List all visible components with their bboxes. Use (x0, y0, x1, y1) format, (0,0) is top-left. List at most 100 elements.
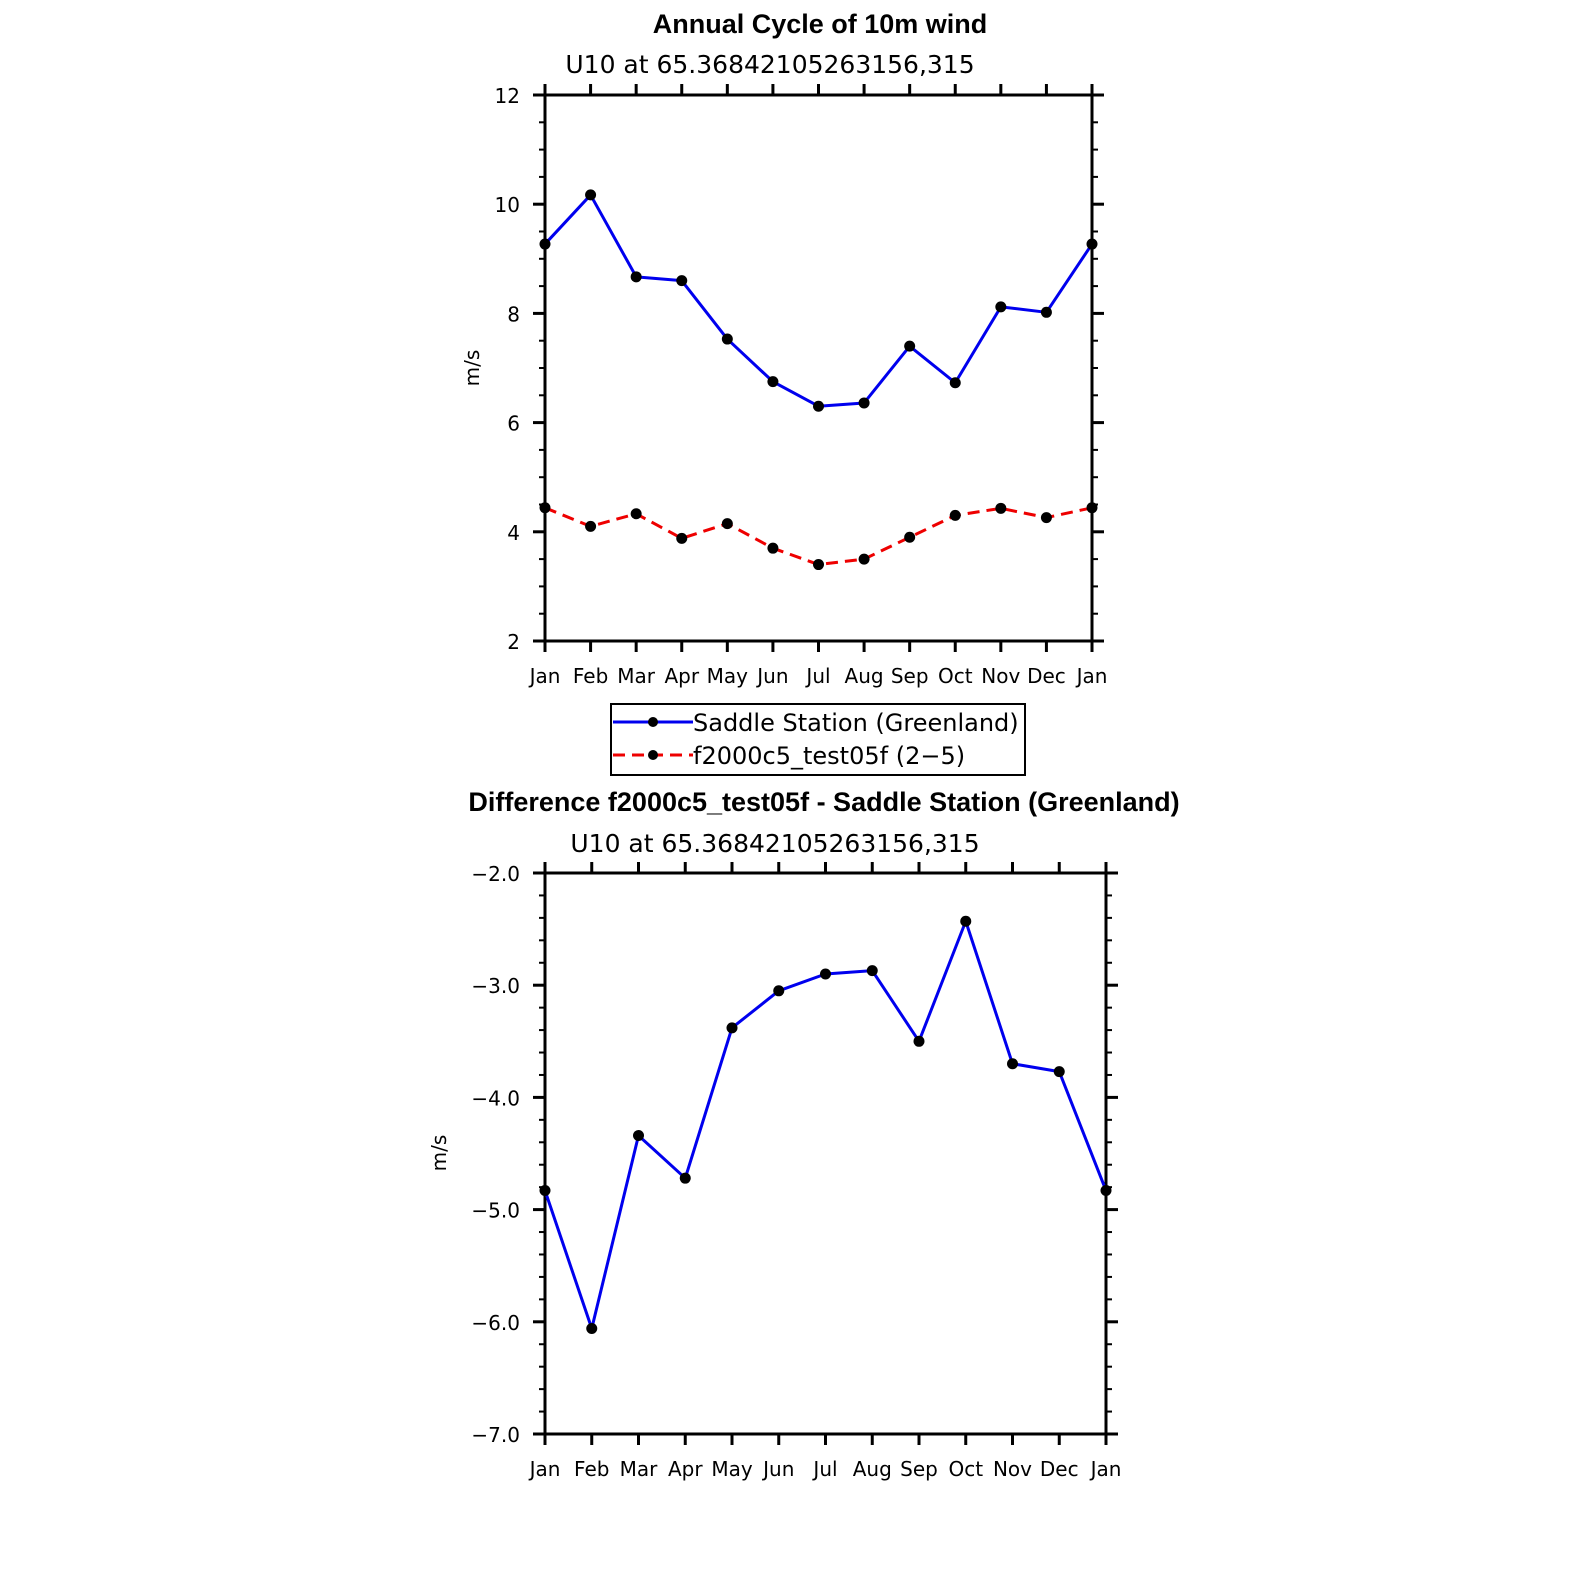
chart1-x-tick-label: Jan (528, 664, 561, 688)
chart1-series-line-2 (544, 506, 1093, 567)
chart1-x-tick-label: Jun (755, 664, 788, 688)
chart1-series-2-point (904, 531, 916, 543)
chart2-series-group (539, 915, 1112, 1335)
legend: Saddle Station (Greenland) f2000c5_test0… (610, 703, 1026, 776)
chart2-series-1-point (586, 1323, 598, 1335)
chart2-title: Difference f2000c5_test05f - Saddle Stat… (468, 787, 1179, 817)
chart1-x-tick-label: May (707, 664, 749, 688)
chart1-series-1-point (813, 400, 824, 412)
chart2-y-tick-labels: −7.0 −6.0 −5.0 −4.0 −3.0 −2.0 (471, 862, 520, 1447)
chart1-series-1-point (995, 301, 1007, 313)
chart1-series-2-point (949, 509, 961, 521)
chart1-x-tick-labels: Jan Feb Mar Apr May Jun Jul Aug Sep Oct Nov Dec Jan (528, 664, 1108, 688)
chart2-y-tick-label: −6.0 (471, 1311, 520, 1335)
chart2-series-1-point (866, 965, 878, 977)
chart2-y-tick-label: −5.0 (471, 1199, 520, 1223)
chart1-series-1-point (721, 333, 733, 345)
chart1-series-1-point (539, 238, 551, 250)
chart1-y-tick-label: 12 (495, 84, 520, 108)
chart2-x-tick-labels: Jan Feb Mar Apr May Jun Jul Aug Sep Oct Nov Dec Jan (528, 1457, 1122, 1481)
chart1-x-tick-label: Oct (938, 664, 973, 688)
chart2-series-1-point (1053, 1066, 1065, 1078)
chart1-series-2-point (1040, 512, 1052, 524)
chart2-y-tick-label: −3.0 (471, 974, 520, 998)
legend-label-saddle-station: Saddle Station (Greenland) (693, 709, 1019, 737)
chart1-series-1-point (1040, 306, 1052, 318)
chart1-subtitle: U10 at 65.36842105263156,315 (565, 50, 974, 79)
legend-marker-saddle-station (648, 717, 658, 727)
chart1-x-tick-label: Jul (804, 664, 830, 688)
chart1-x-tick-label: Sep (891, 664, 929, 688)
chart1-axis-ticks (533, 84, 1104, 652)
chart1-series-2-point (1086, 502, 1098, 514)
legend-label-f2000c5: f2000c5_test05f (2−5) (693, 742, 965, 770)
chart2-x-tick-label: Sep (900, 1457, 938, 1481)
chart1-series-1-point (1086, 238, 1098, 250)
chart2-x-tick-label: May (711, 1457, 753, 1481)
chart2-plot-frame (543, 871, 1108, 1436)
chart2-x-tick-label: Jun (761, 1457, 794, 1481)
chart1-series-1-point (585, 189, 597, 201)
chart1-y-tick-label: 8 (507, 302, 520, 326)
chart2-series-1-point (726, 1022, 738, 1034)
chart1-series-1-point (949, 377, 961, 389)
chart2-y-tick-label: −4.0 (471, 1086, 520, 1110)
chart1-y-tick-labels: 2 4 6 8 10 12 (495, 84, 520, 654)
chart1-series-1-point (858, 397, 870, 409)
chart1-x-tick-label: Dec (1027, 664, 1066, 688)
chart1-series-2-point (858, 553, 870, 565)
chart2-ylabel: m/s (427, 1135, 451, 1172)
chart2-series-1-point (1007, 1058, 1018, 1070)
chart1-series-group (539, 189, 1098, 571)
chart2-x-tick-label: Jul (811, 1457, 837, 1481)
chart2-x-tick-label: Mar (620, 1457, 659, 1481)
chart1-x-tick-label: Nov (981, 664, 1020, 688)
chart1-series-2-point (630, 508, 642, 520)
difference-chart: Difference f2000c5_test05f - Saddle Stat… (427, 787, 1180, 1481)
chart1-series-2-point (767, 542, 779, 554)
chart1-series-1-point (767, 376, 779, 388)
annual-cycle-chart: Annual Cycle of 10m wind U10 at 65.36842… (460, 9, 1107, 688)
chart2-series-1-point (913, 1035, 925, 1047)
chart2-series-1-point (633, 1130, 644, 1142)
chart1-x-tick-label: Apr (664, 664, 699, 688)
chart2-series-1-point (773, 985, 785, 997)
chart2-subtitle: U10 at 65.36842105263156,315 (570, 829, 979, 858)
legend-marker-f2000c5 (648, 750, 658, 760)
chart1-x-tick-label: Feb (573, 664, 608, 688)
chart1-series-2-point (585, 520, 597, 532)
chart2-x-tick-label: Dec (1040, 1457, 1079, 1481)
chart2-x-tick-label: Jan (1089, 1457, 1122, 1481)
chart1-series-2-point (995, 502, 1007, 514)
chart2-x-tick-label: Oct (948, 1457, 983, 1481)
chart2-series-1-point (820, 968, 831, 980)
chart2-x-tick-label: Jan (528, 1457, 561, 1481)
chart1-series-1-point (676, 275, 688, 287)
chart1-series-1-point (630, 271, 642, 283)
chart1-x-tick-label: Mar (617, 664, 656, 688)
chart1-y-tick-label: 10 (495, 193, 520, 217)
chart2-series-1-point (1100, 1185, 1112, 1197)
chart2-series-1-point (679, 1172, 691, 1184)
chart1-ylabel: m/s (460, 350, 484, 387)
chart1-series-2-point (676, 532, 688, 544)
chart1-y-tick-label: 4 (507, 521, 520, 545)
chart1-series-1-point (904, 340, 916, 352)
chart2-x-tick-label: Nov (993, 1457, 1032, 1481)
chart1-title: Annual Cycle of 10m wind (653, 9, 988, 39)
chart2-x-tick-label: Feb (574, 1457, 609, 1481)
chart2-x-tick-label: Apr (668, 1457, 703, 1481)
chart1-series-line-1 (543, 193, 1094, 408)
chart2-axis-ticks (533, 862, 1118, 1445)
chart1-series-2-point (813, 559, 824, 571)
legend-box (610, 703, 1026, 776)
chart2-y-tick-label: −7.0 (471, 1423, 520, 1447)
chart2-series-1-point (539, 1185, 551, 1197)
chart2-x-tick-label: Aug (853, 1457, 892, 1481)
chart2-y-tick-label: −2.0 (471, 862, 520, 886)
chart2-series-1-point (960, 915, 972, 927)
chart1-y-tick-label: 6 (507, 412, 520, 436)
chart1-series-2-point (721, 518, 733, 530)
chart1-series-2-point (539, 502, 551, 514)
